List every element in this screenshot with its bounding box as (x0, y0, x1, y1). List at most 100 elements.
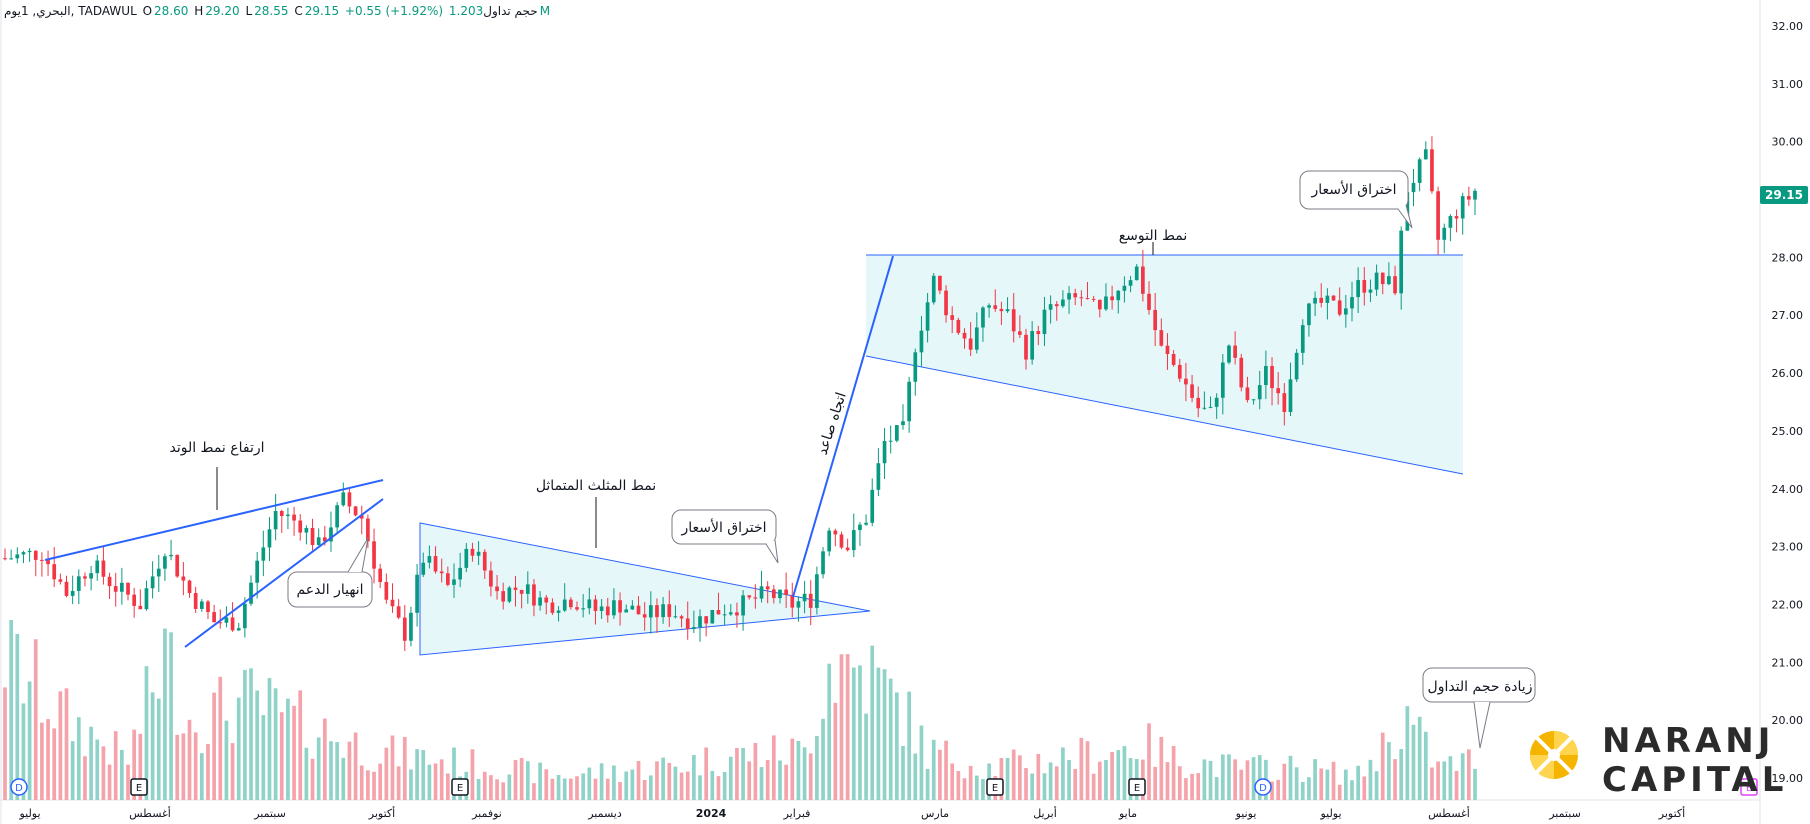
y-tick-label: 26.00 (1772, 367, 1804, 380)
volume-bar (175, 734, 180, 800)
candle (163, 553, 167, 581)
volume-label: حجم تداول (483, 4, 538, 18)
volume-bar (710, 770, 715, 800)
volume-bar (1018, 755, 1022, 800)
candle (1467, 186, 1471, 206)
volume-bar (907, 691, 911, 800)
candle (753, 584, 758, 609)
volume-bar (1313, 759, 1317, 800)
x-tick-label: مايو (1118, 807, 1137, 820)
volume-bar (544, 769, 549, 800)
candle (21, 550, 26, 564)
volume-bar (341, 757, 346, 800)
volume-bar (1220, 754, 1225, 800)
volume-bar (1417, 716, 1422, 800)
candle (648, 591, 653, 634)
x-tick-label: نوفمبر (471, 807, 502, 820)
dividend-marker-icon[interactable]: D (10, 778, 28, 796)
candle (126, 582, 130, 601)
candle (605, 597, 610, 623)
volume-bar (944, 740, 948, 800)
candle (452, 563, 456, 598)
candle (1227, 344, 1231, 365)
candle (1048, 295, 1053, 324)
volume-bar (1054, 766, 1059, 800)
volume-bar (931, 739, 936, 800)
volume-bar (839, 654, 844, 800)
volume-bar (950, 763, 955, 800)
candle (735, 602, 739, 628)
wedge-upper-line (44, 479, 384, 561)
volume-bar (329, 741, 333, 800)
volume-bar (1036, 753, 1041, 800)
volume-bar (366, 770, 370, 800)
volume-bar (212, 692, 216, 800)
candle (107, 572, 112, 599)
volume-bar (169, 632, 173, 800)
volume-bar (569, 778, 573, 800)
volume-bar (851, 667, 856, 800)
candle (273, 493, 278, 541)
volume-bar (1227, 754, 1231, 800)
volume-bar (642, 779, 647, 800)
callout-breakout-2 (1299, 170, 1413, 229)
candle (40, 552, 44, 577)
volume-bar (187, 719, 192, 800)
candle (790, 582, 795, 618)
volume-bar (421, 750, 426, 800)
candle (1251, 398, 1256, 405)
volume-bar (575, 776, 579, 800)
candle (359, 505, 364, 535)
low-value: 28.55 (254, 4, 289, 18)
candle (138, 589, 143, 610)
candle (1073, 288, 1078, 306)
x-tick-label: أغسطس (129, 806, 171, 820)
volume-bar (1300, 781, 1305, 800)
candle (1307, 302, 1311, 337)
earnings-marker-icon[interactable]: E (1128, 778, 1146, 796)
candle (956, 317, 961, 335)
dividend-marker-icon[interactable]: D (1254, 778, 1272, 796)
candle (1110, 285, 1114, 310)
volume-bar (1061, 747, 1065, 800)
candle (470, 542, 475, 562)
candle (931, 273, 936, 305)
candle (433, 546, 438, 574)
candle (624, 604, 629, 613)
y-tick-label: 30.00 (1772, 136, 1804, 149)
candle (907, 376, 911, 433)
volume-bar (224, 720, 229, 800)
volume-bar (1104, 759, 1108, 800)
earnings-marker-icon[interactable]: E (986, 778, 1004, 796)
candle (421, 552, 426, 578)
volume-bar (1325, 769, 1330, 800)
candle (144, 580, 149, 611)
candle (1122, 276, 1127, 303)
volume-bar (64, 688, 69, 800)
candle (1343, 295, 1348, 328)
volume-bar (1110, 751, 1114, 800)
volume-bar (1467, 749, 1471, 800)
volume-bar (679, 772, 684, 800)
x-axis[interactable]: يوليو أغسطس سبتمبر أكتوبر نوفمبر ديسمبر 2024 فب… (18, 806, 1685, 820)
annotation-volume: زيادة حجم التداول (1428, 679, 1533, 695)
svg-text:E: E (457, 783, 463, 794)
candle (1165, 333, 1170, 370)
volume-bar (1085, 741, 1090, 800)
volume-bar (372, 771, 376, 800)
y-axis[interactable]: 32.0031.0030.0029.0028.0027.0026.0025.00… (1772, 20, 1804, 785)
candle (870, 478, 875, 527)
volume-bar (1042, 773, 1047, 800)
volume-bar (1319, 768, 1324, 800)
svg-text:E: E (136, 783, 142, 794)
y-tick-label: 31.00 (1772, 78, 1804, 91)
volume-bar (476, 779, 481, 800)
volume-bar (1122, 746, 1127, 800)
volume-bar (489, 775, 493, 800)
earnings-marker-icon[interactable]: E (451, 778, 469, 796)
earnings-marker-icon[interactable]: E (130, 778, 148, 796)
volume-bar (181, 733, 186, 800)
last-price-tag: 29.15 (1760, 186, 1808, 204)
earnings-marker-icon[interactable]: E (1740, 778, 1758, 796)
